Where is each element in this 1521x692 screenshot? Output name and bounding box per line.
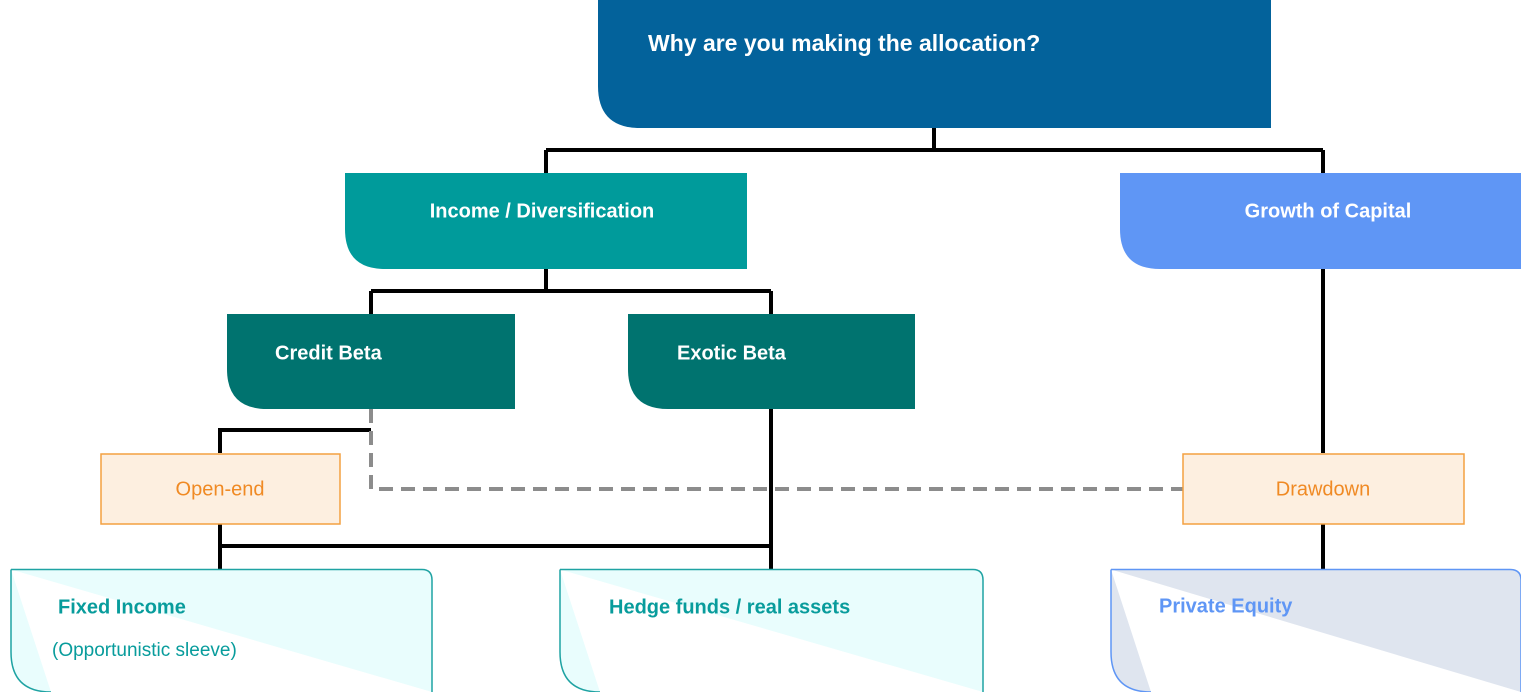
credit-box (227, 314, 515, 409)
drawdown-label: Drawdown (1276, 478, 1370, 500)
dashed-connector (369, 409, 1183, 491)
open-end-box (100, 453, 341, 525)
connectors (218, 128, 1325, 569)
connector (218, 409, 773, 569)
fixed-income-sublabel: (Opportunistic sleeve) (52, 640, 237, 661)
connector (218, 428, 371, 453)
private-equity-box (1110, 568, 1521, 692)
root-box (598, 0, 1271, 128)
exotic-box (628, 314, 915, 409)
hedge-label: Hedge funds / real assets (609, 596, 850, 618)
income-label: Income / Diversification (430, 200, 655, 222)
fixed-income-label: Fixed Income (58, 596, 186, 618)
credit-label: Credit Beta (275, 342, 383, 364)
income-box (345, 173, 747, 269)
exotic-label: Exotic Beta (677, 342, 787, 364)
root-label: Why are you making the allocation? (648, 30, 1040, 56)
open-end-label: Open-end (176, 478, 265, 500)
growth-label: Growth of Capital (1245, 200, 1412, 222)
connector (544, 128, 1325, 173)
growth-box (1120, 173, 1521, 269)
fixed-income-box (10, 568, 433, 692)
hedge-box (559, 568, 984, 692)
drawdown-box (1182, 453, 1465, 525)
connector (369, 269, 773, 314)
private-equity-label: Private Equity (1159, 595, 1293, 617)
